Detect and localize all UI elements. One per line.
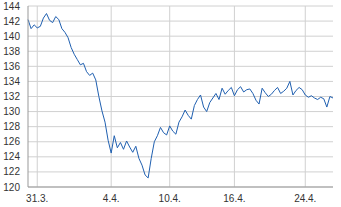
svg-text:134: 134	[8, 76, 20, 87]
svg-text:130: 130	[8, 106, 20, 117]
svg-text:16.4.: 16.4.	[223, 193, 245, 204]
svg-text:136: 136	[8, 61, 20, 72]
svg-text:10.4.: 10.4.	[159, 193, 181, 204]
svg-text:140: 140	[8, 31, 20, 42]
svg-text:126: 126	[8, 136, 20, 147]
svg-text:31.3.: 31.3.	[26, 193, 48, 204]
svg-text:138: 138	[8, 46, 20, 57]
svg-text:120: 120	[8, 182, 20, 193]
svg-text:122: 122	[8, 166, 20, 177]
svg-text:132: 132	[8, 91, 20, 102]
svg-text:4.4.: 4.4.	[103, 193, 120, 204]
svg-text:144: 144	[8, 1, 20, 12]
svg-text:124: 124	[8, 151, 20, 162]
svg-text:128: 128	[8, 121, 20, 132]
svg-text:142: 142	[8, 16, 20, 27]
svg-text:24.4.: 24.4.	[294, 193, 316, 204]
